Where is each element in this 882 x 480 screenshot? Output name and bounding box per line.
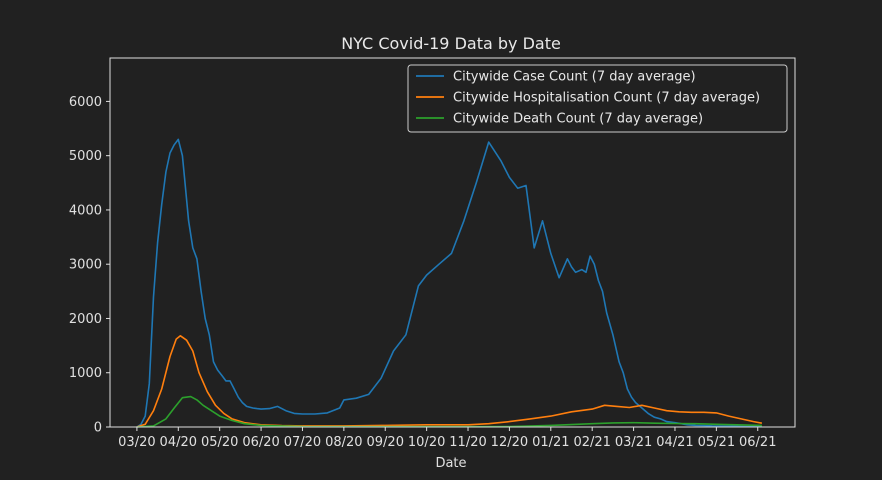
legend-label-1: Citywide Hospitalisation Count (7 day av… bbox=[453, 91, 760, 106]
x-tick-label: 07/20 bbox=[284, 435, 321, 450]
x-tick-label: 04/20 bbox=[160, 435, 197, 450]
y-tick-label: 5000 bbox=[69, 149, 102, 164]
y-tick-label: 1000 bbox=[69, 366, 102, 381]
y-tick-label: 6000 bbox=[69, 95, 102, 110]
legend-box bbox=[407, 64, 788, 133]
x-tick-label: 12/20 bbox=[491, 435, 528, 450]
x-tick-label: 09/20 bbox=[367, 435, 404, 450]
series-line-0 bbox=[136, 138, 762, 428]
x-axis-label: Date bbox=[435, 456, 466, 471]
x-tick-label: 10/20 bbox=[408, 435, 445, 450]
series-line-1 bbox=[136, 335, 763, 428]
legend-label-0: Citywide Case Count (7 day average) bbox=[453, 70, 696, 85]
x-tick-label: 02/21 bbox=[573, 435, 610, 450]
chart-title: NYC Covid-19 Data by Date bbox=[341, 34, 561, 53]
x-tick-label: 05/21 bbox=[698, 435, 735, 450]
y-tick-label: 4000 bbox=[69, 203, 102, 218]
x-tick-label: 11/20 bbox=[449, 435, 486, 450]
y-tick-label: 3000 bbox=[69, 258, 102, 273]
y-tick-label: 0 bbox=[94, 421, 102, 436]
x-tick-label: 01/21 bbox=[532, 435, 569, 450]
x-tick-label: 04/21 bbox=[656, 435, 693, 450]
x-tick-label: 06/20 bbox=[242, 435, 279, 450]
legend-label-2: Citywide Death Count (7 day average) bbox=[453, 112, 703, 127]
axes-frame bbox=[109, 57, 796, 428]
axes: 0 1000 2000 3000 4000 5000 6000 03/20 04/20 05/20… bbox=[69, 57, 796, 450]
x-tick-label: 06/21 bbox=[739, 435, 776, 450]
y-tick-label: 2000 bbox=[69, 312, 102, 327]
x-tick-label: 05/20 bbox=[201, 435, 238, 450]
legend: Citywide Case Count (7 day average) Cityw… bbox=[407, 64, 788, 133]
x-tick-label: 03/20 bbox=[118, 435, 155, 450]
x-tick-label: 08/20 bbox=[325, 435, 362, 450]
x-tick-label: 03/21 bbox=[615, 435, 652, 450]
